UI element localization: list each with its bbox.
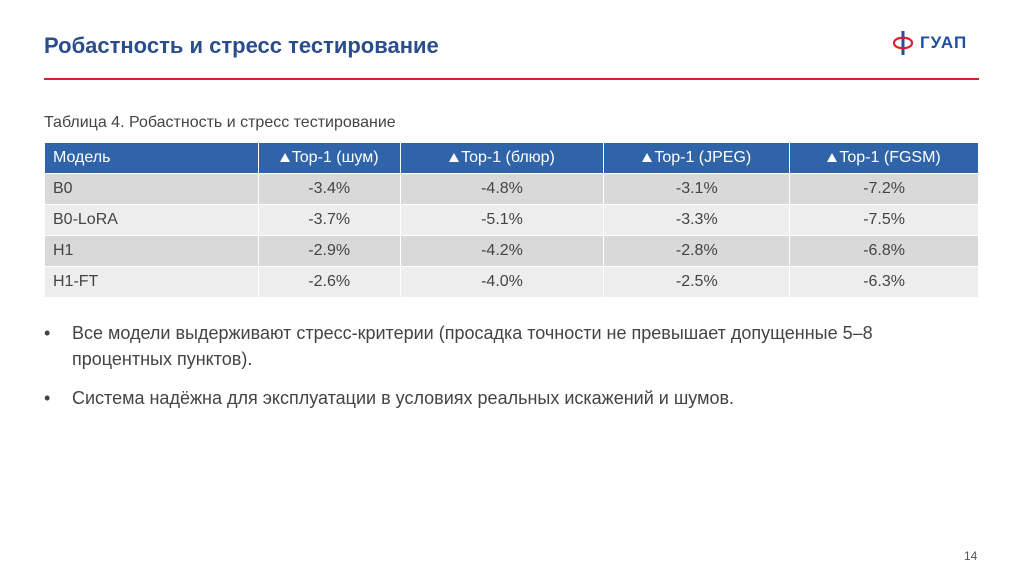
cell-fgsm: -6.8% [789,235,979,267]
bullet-item: • Все модели выдерживают стресс-критерии… [44,320,894,372]
title-divider [44,78,979,80]
cell-model: H1-FT [44,266,259,298]
cell-model: B0 [44,173,259,205]
page-number: 14 [964,549,978,563]
cell-blur: -4.0% [399,266,605,298]
cell-blur: -4.8% [399,173,605,205]
cell-jpeg: -3.3% [603,204,791,236]
guap-logo: ГУАП [893,30,967,56]
cell-fgsm: -7.5% [789,204,979,236]
delta-icon [827,153,838,162]
cell-blur: -5.1% [399,204,605,236]
cell-fgsm: -7.2% [789,173,979,205]
delta-icon [642,153,653,162]
header-noise: Top-1 (шум) [257,142,401,174]
bullet-text: Все модели выдерживают стресс-критерии (… [72,323,873,369]
cell-jpeg: -3.1% [603,173,791,205]
bullet-icon: • [44,323,51,343]
cell-model: B0-LoRA [44,204,259,236]
table-row: B0-LoRA -3.7% -5.1% -3.3% -7.5% [44,204,979,236]
cell-blur: -4.2% [399,235,605,267]
cell-fgsm: -6.3% [789,266,979,298]
header-model: Модель [44,142,259,174]
cell-noise: -3.7% [257,204,401,236]
delta-icon [449,153,460,162]
cell-model: H1 [44,235,259,267]
slide-title: Робастность и стресс тестирование [44,33,439,58]
table-row: H1 -2.9% -4.2% -2.8% -6.8% [44,235,979,267]
bullet-list: • Все модели выдерживают стресс-критерии… [44,320,894,424]
table-header-row: Модель Top-1 (шум) Top-1 (блюр) Top-1 (J… [44,142,979,174]
table-row: H1-FT -2.6% -4.0% -2.5% -6.3% [44,266,979,298]
table-caption: Таблица 4. Робастность и стресс тестиров… [44,114,396,131]
cell-noise: -2.6% [257,266,401,298]
cell-noise: -3.4% [257,173,401,205]
table-row: B0 -3.4% -4.8% -3.1% -7.2% [44,173,979,205]
guap-emblem-icon [893,31,913,55]
bullet-text: Система надёжна для эксплуатации в услов… [72,388,735,408]
delta-icon [279,153,290,162]
header-fgsm: Top-1 (FGSM) [789,142,979,174]
cell-jpeg: -2.8% [603,235,791,267]
logo-text: ГУАП [920,33,968,52]
robustness-table: Модель Top-1 (шум) Top-1 (блюр) Top-1 (J… [44,142,979,298]
header-blur: Top-1 (блюр) [399,142,605,174]
bullet-icon: • [44,388,51,408]
cell-jpeg: -2.5% [603,266,791,298]
cell-noise: -2.9% [257,235,401,267]
bullet-item: • Система надёжна для эксплуатации в усл… [44,385,894,411]
header-jpeg: Top-1 (JPEG) [603,142,791,174]
